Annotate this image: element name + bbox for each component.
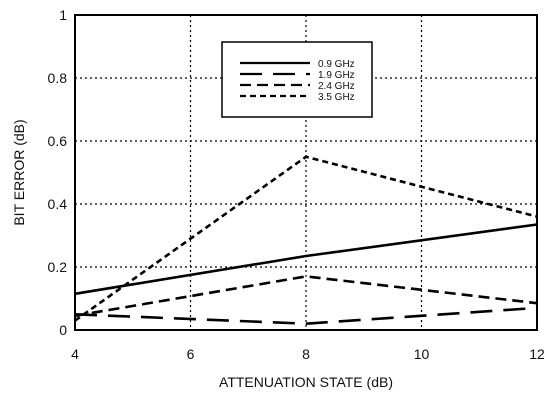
series-layer xyxy=(74,155,538,326)
legend-box xyxy=(221,41,373,118)
y-tick-label: 0.4 xyxy=(48,196,68,212)
x-tick-label: 8 xyxy=(302,346,310,362)
x-tick-label: 12 xyxy=(529,346,545,362)
y-tick-label: 0.6 xyxy=(48,133,68,149)
series-line-4 xyxy=(74,155,538,322)
legend-label: 3.5 GHz xyxy=(318,92,355,103)
series-line-1 xyxy=(74,223,538,296)
x-axis-label: ATTENUATION STATE (dB) xyxy=(219,374,393,390)
legend-label: 0.9 GHz xyxy=(318,59,355,70)
legend-label: 2.4 GHz xyxy=(318,81,355,92)
y-tick-label: 0.8 xyxy=(48,70,68,86)
y-tick-label: 0 xyxy=(59,322,67,338)
plot-frame xyxy=(74,14,538,331)
x-tick-label: 10 xyxy=(414,346,430,362)
y-tick-label: 1 xyxy=(59,7,67,23)
series-line-3 xyxy=(74,275,538,318)
tick-labels: 4 6 8 10 12 0 0.2 0.4 0.6 0.8 1 xyxy=(48,7,545,362)
series-line-2 xyxy=(74,306,538,326)
legend-label: 1.9 GHz xyxy=(318,70,355,81)
y-tick-label: 0.2 xyxy=(48,259,68,275)
x-tick-label: 6 xyxy=(187,346,195,362)
y-axis-label: BIT ERROR (dB) xyxy=(11,119,27,225)
x-tick-label: 4 xyxy=(71,346,79,362)
